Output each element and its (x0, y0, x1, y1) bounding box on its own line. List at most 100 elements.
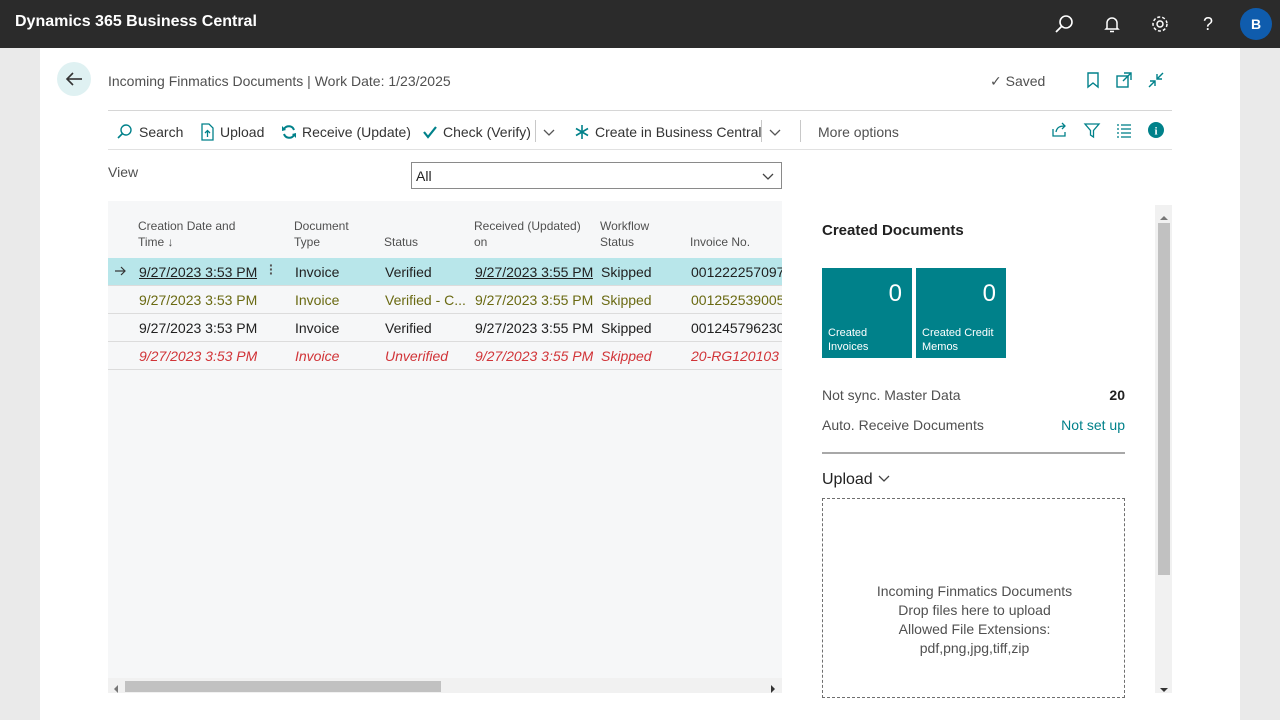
invoice-no-cell: 001222257097 (691, 264, 782, 280)
not-sync-master-data-value[interactable]: 20 (1109, 387, 1125, 403)
tile-label: Created Invoices (828, 326, 868, 354)
column-header-status[interactable]: Status (384, 218, 418, 250)
scroll-left-icon[interactable] (112, 681, 120, 693)
create-in-bc-button[interactable]: Create in Business Central (574, 122, 762, 142)
search-icon[interactable] (1052, 12, 1076, 36)
svg-text:?: ? (1203, 14, 1213, 34)
search-icon (117, 124, 132, 139)
document-type-cell: Invoice (295, 348, 340, 364)
asterisk-icon (575, 125, 589, 139)
column-header-invoice-no[interactable]: Invoice No. (690, 218, 750, 250)
view-label: View (108, 164, 139, 180)
view-select[interactable]: All (411, 162, 782, 189)
filter-icon[interactable] (1083, 121, 1101, 139)
created-invoices-tile[interactable]: 0 Created Invoices (822, 268, 912, 358)
tile-value: 0 (888, 280, 902, 307)
creation-date-cell[interactable]: 9/27/2023 3:53 PM (139, 320, 258, 336)
column-header-line (384, 218, 418, 234)
check-verify-label: Check (Verify) (443, 124, 531, 140)
create-in-bc-label: Create in Business Central (595, 124, 762, 140)
upload-button-label: Upload (220, 124, 265, 140)
file-dropzone[interactable]: Incoming Finmatics Documents Drop files … (822, 498, 1125, 698)
scroll-right-icon[interactable] (769, 681, 777, 693)
factbox-vertical-scrollbar[interactable] (1155, 205, 1172, 693)
share-icon[interactable] (1050, 121, 1068, 139)
info-icon[interactable]: i (1147, 121, 1165, 139)
bookmark-icon[interactable] (1084, 71, 1102, 89)
dropzone-text: Drop files here to upload (898, 602, 1051, 618)
tile-label-line: Created (828, 327, 868, 339)
receive-update-button[interactable]: Receive (Update) (281, 122, 411, 142)
scroll-down-icon[interactable] (1159, 681, 1169, 699)
auto-receive-documents-link[interactable]: Not set up (1061, 417, 1125, 433)
open-new-window-icon[interactable] (1115, 71, 1133, 89)
scroll-up-icon[interactable] (1159, 209, 1169, 227)
chevron-down-icon (543, 129, 555, 136)
workflow-status-cell: Skipped (601, 292, 652, 308)
column-header-line: Status (384, 235, 419, 249)
top-bar: Dynamics 365 Business Central ? B (0, 0, 1280, 48)
dropzone-text: Incoming Finmatics Documents (876, 583, 1073, 599)
document-type-cell: Invoice (295, 320, 340, 336)
table-row[interactable]: 9/27/2023 3:53 PM Invoice Verified - C..… (108, 286, 782, 314)
column-header-line: on (474, 235, 488, 249)
column-header-creation-date[interactable]: Creation Date and Time ↓ (138, 218, 235, 250)
horizontal-scroll-thumb[interactable] (125, 681, 441, 692)
separator (800, 120, 801, 142)
upload-section-header[interactable]: Upload (822, 471, 891, 489)
received-on-cell[interactable]: 9/27/2023 3:55 PM (475, 264, 594, 280)
factbox-divider (822, 452, 1125, 454)
arrow-left-icon (65, 72, 82, 86)
invoice-no-cell: 001245796230 (691, 320, 782, 336)
document-type-cell: Invoice (295, 292, 340, 308)
dropzone-text: pdf,png,jpg,tiff,zip (919, 640, 1030, 656)
back-button[interactable] (57, 62, 91, 96)
creation-date-cell[interactable]: 9/27/2023 3:53 PM (139, 292, 258, 308)
help-icon[interactable]: ? (1196, 12, 1220, 36)
received-on-cell[interactable]: 9/27/2023 3:55 PM (475, 320, 594, 336)
saved-status: ✓ Saved (990, 73, 1045, 90)
status-cell: Unverified (385, 348, 449, 364)
bell-icon[interactable] (1100, 12, 1124, 36)
create-dropdown[interactable] (768, 122, 787, 142)
column-header-received-on[interactable]: Received (Updated) on (474, 218, 581, 250)
tile-value: 0 (982, 280, 996, 307)
vertical-scroll-thumb[interactable] (1158, 223, 1170, 575)
table-row[interactable]: 9/27/2023 3:53 PM Invoice Unverified 9/2… (108, 342, 782, 370)
received-on-cell[interactable]: 9/27/2023 3:55 PM (475, 348, 594, 364)
creation-date-cell[interactable]: 9/27/2023 3:53 PM (139, 264, 258, 280)
gear-icon[interactable] (1148, 12, 1172, 36)
separator (535, 120, 536, 142)
avatar[interactable]: B (1240, 8, 1272, 40)
column-header-document-type[interactable]: Document Type (294, 218, 349, 250)
column-header-line: Type (294, 235, 321, 249)
table-row[interactable]: 9/27/2023 3:53 PM Invoice Verified 9/27/… (108, 314, 782, 342)
invoice-no-cell: 001252539005 (691, 292, 782, 308)
horizontal-scrollbar[interactable] (108, 678, 782, 693)
list-view-icon[interactable] (1115, 121, 1133, 139)
dropzone-text: Allowed File Extensions: (898, 621, 1051, 637)
creation-date-cell[interactable]: 9/27/2023 3:53 PM (139, 348, 258, 364)
check-verify-dropdown[interactable] (542, 122, 561, 142)
created-credit-memos-tile[interactable]: 0 Created Credit Memos (916, 268, 1006, 358)
chevron-down-icon[interactable] (761, 170, 775, 182)
checkmark-icon: ✓ (990, 73, 1002, 89)
tile-label-line: Memos (922, 341, 959, 353)
check-verify-button[interactable]: Check (Verify) (422, 122, 531, 142)
row-menu-icon[interactable]: · · · (269, 257, 274, 281)
refresh-icon (282, 125, 296, 139)
column-header-line: Workflow (600, 219, 650, 233)
column-header-workflow-status[interactable]: Workflow Status (600, 218, 649, 250)
workflow-status-cell: Skipped (601, 348, 652, 364)
status-cell: Verified (385, 320, 432, 336)
collapse-icon[interactable] (1147, 71, 1165, 89)
search-button-label: Search (139, 124, 184, 140)
workflow-status-cell: Skipped (601, 264, 652, 280)
app-title[interactable]: Dynamics 365 Business Central (15, 13, 257, 30)
upload-button[interactable]: Upload (199, 122, 264, 142)
svg-text:i: i (1154, 126, 1157, 138)
received-on-cell[interactable]: 9/27/2023 3:55 PM (475, 292, 594, 308)
more-options-button[interactable]: More options (818, 124, 899, 140)
search-button[interactable]: Search (116, 122, 183, 142)
table-row[interactable]: 9/27/2023 3:53 PM · · · Invoice Verified 9… (108, 258, 782, 286)
